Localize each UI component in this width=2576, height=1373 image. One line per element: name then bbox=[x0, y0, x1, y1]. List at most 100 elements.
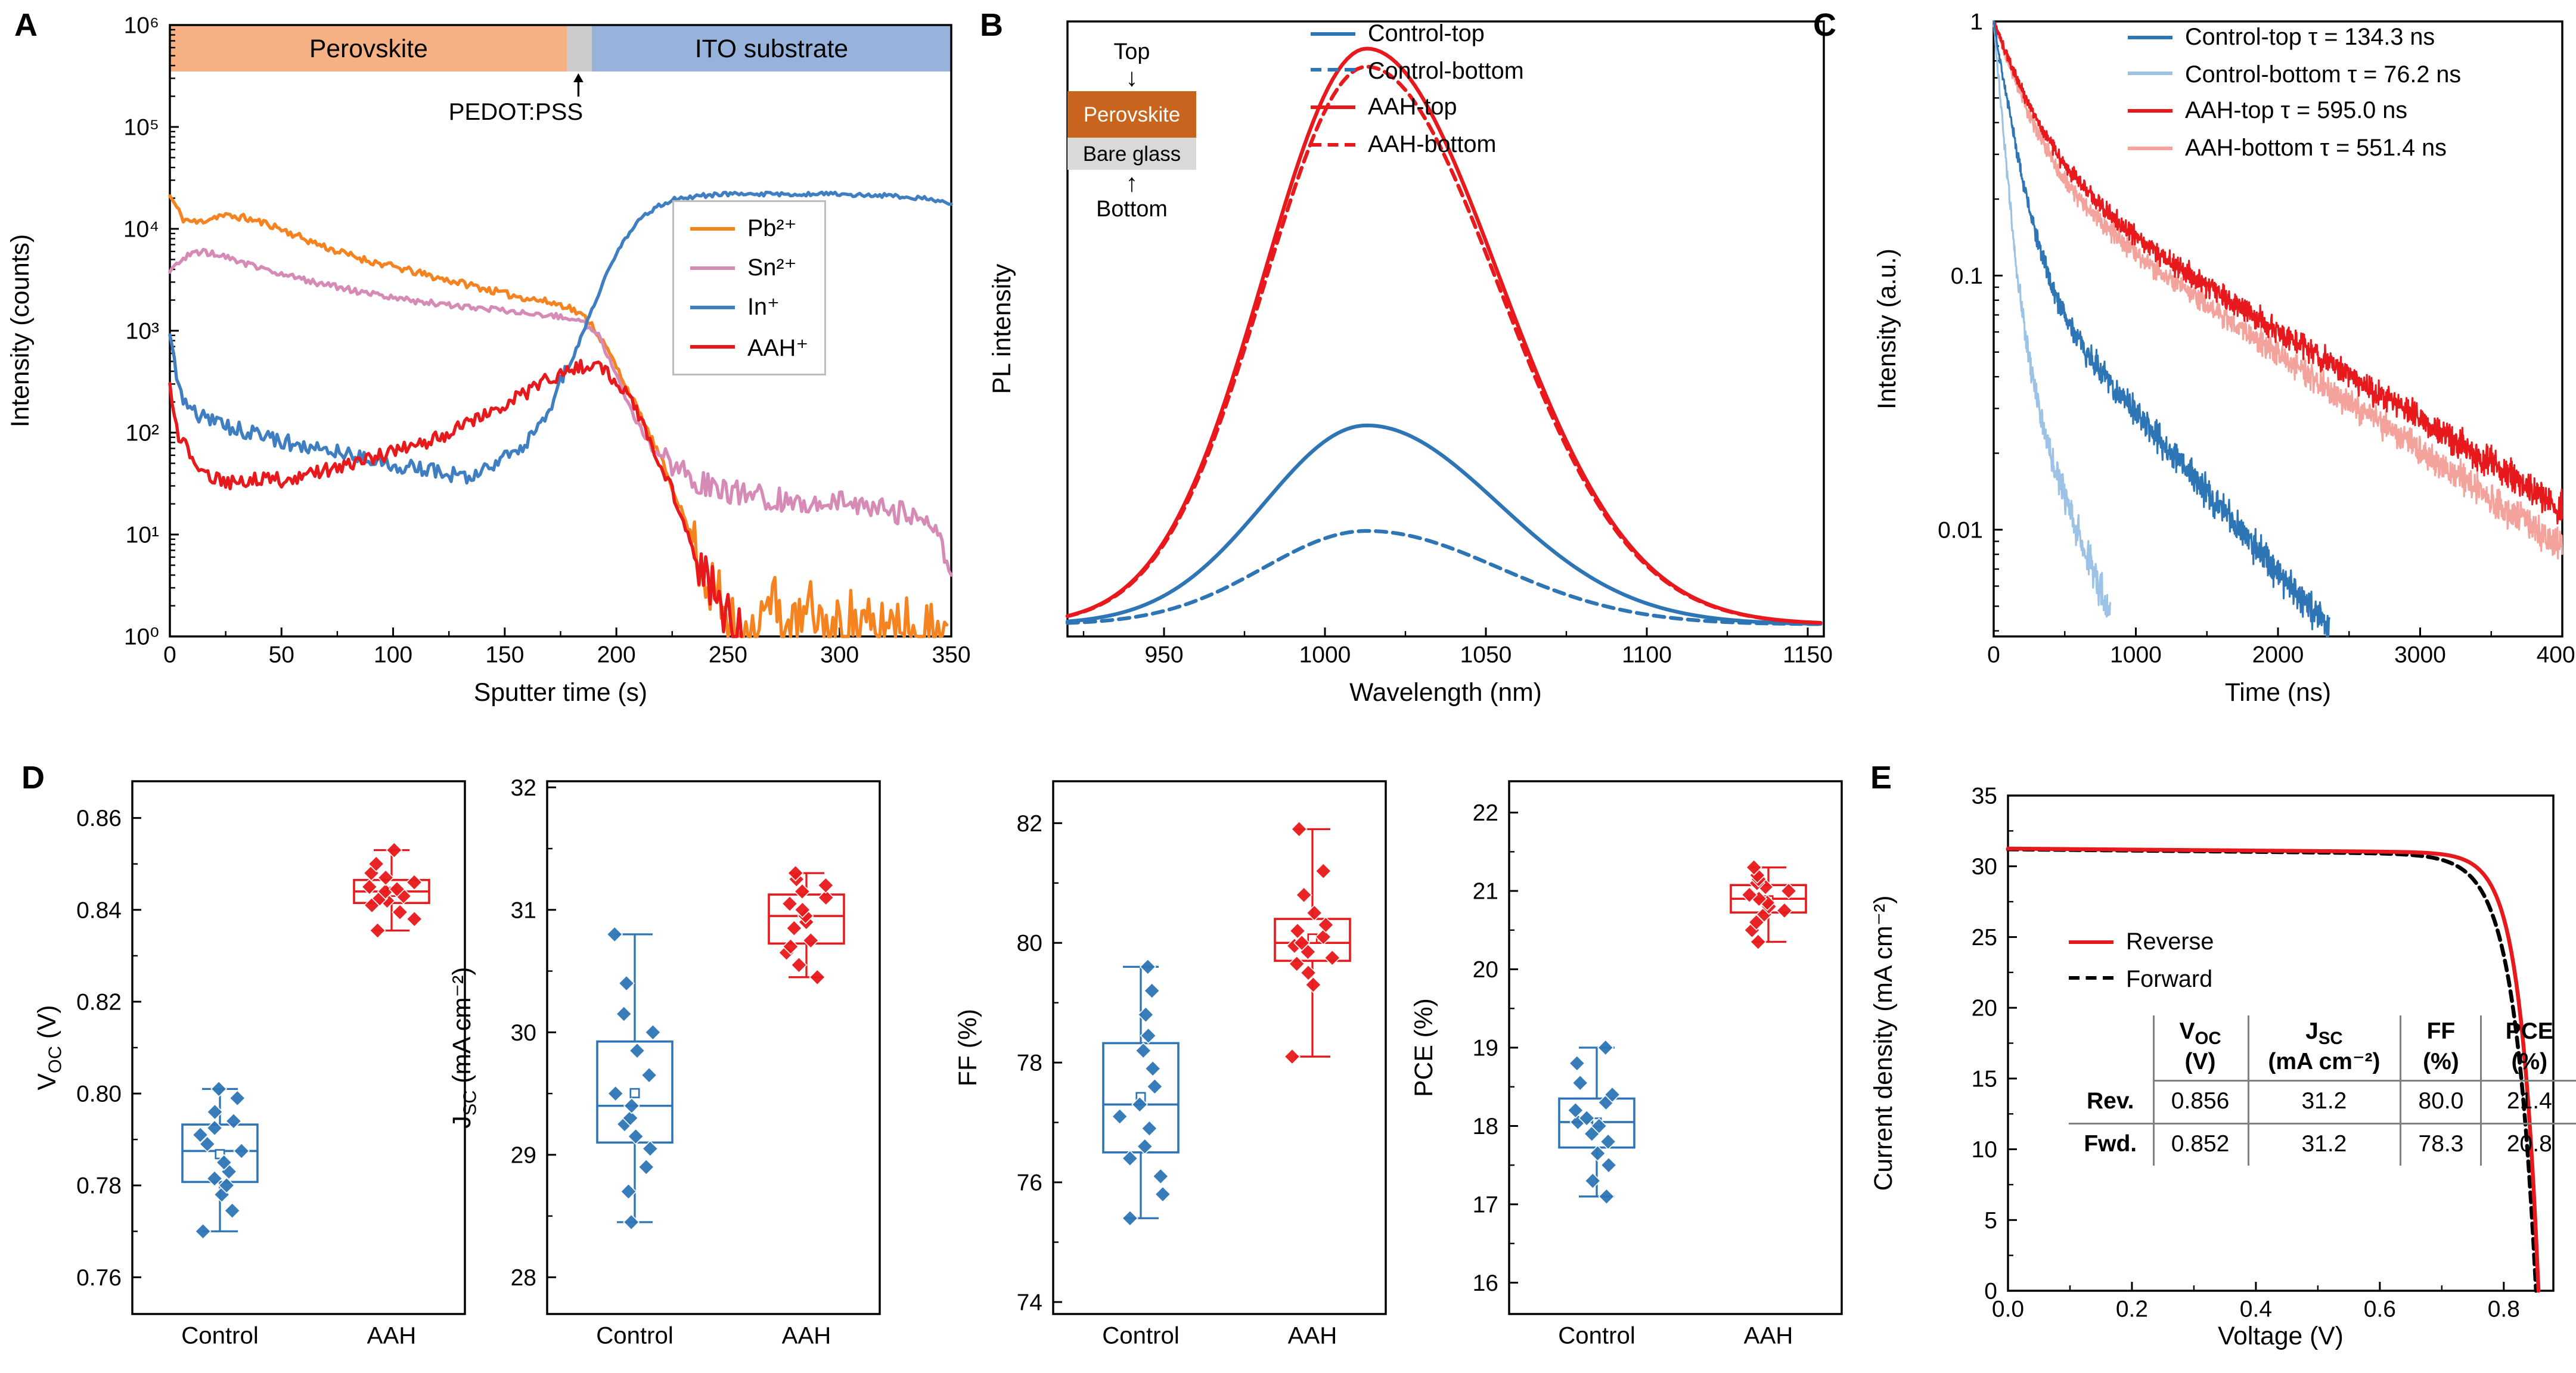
svg-text:150: 150 bbox=[485, 642, 524, 668]
svg-text:3000: 3000 bbox=[2394, 642, 2446, 668]
svg-text:Time (ns): Time (ns) bbox=[2225, 678, 2331, 707]
legend-swatch bbox=[2069, 939, 2113, 943]
legend-item: Control-bottom τ = 76.2 ns bbox=[2128, 62, 2461, 86]
svg-text:0.1: 0.1 bbox=[1951, 263, 1983, 289]
svg-text:0.84: 0.84 bbox=[76, 897, 122, 923]
legend-swatch bbox=[2128, 146, 2172, 150]
svg-text:1100: 1100 bbox=[1622, 642, 1672, 668]
svg-text:29: 29 bbox=[511, 1142, 536, 1168]
legend-label: Control-top bbox=[1368, 20, 1485, 46]
svg-text:Intensity (a.u.): Intensity (a.u.) bbox=[1873, 248, 1901, 409]
svg-text:30: 30 bbox=[511, 1020, 536, 1046]
svg-text:1000: 1000 bbox=[2110, 642, 2162, 668]
panel-b-legend: Control-top Control-bottom AAH-top AAH-b… bbox=[1311, 21, 1524, 156]
table-cell: 80.0 bbox=[2400, 1080, 2482, 1124]
svg-text:22: 22 bbox=[1473, 800, 1498, 826]
table-header-ff: FF (%) bbox=[2400, 1015, 2482, 1082]
panel-a-plot: Perovskite ITO substrate PEDOT:PSS 0 50 100 15… bbox=[0, 0, 974, 751]
svg-text:16: 16 bbox=[1473, 1271, 1498, 1296]
svg-text:10³: 10³ bbox=[126, 319, 159, 344]
svg-text:1000: 1000 bbox=[1299, 642, 1351, 668]
legend-item: Sn²⁺ bbox=[690, 254, 808, 281]
up-arrow-icon: ↑ bbox=[1125, 168, 1138, 197]
svg-text:Wavelength (nm): Wavelength (nm) bbox=[1349, 678, 1542, 707]
svg-text:74: 74 bbox=[1017, 1290, 1042, 1315]
svg-text:4000: 4000 bbox=[2537, 642, 2576, 668]
sample-structure-inset: Top ↓ Perovskite Bare glass ↑ Bottom bbox=[1067, 39, 1196, 222]
legend-swatch bbox=[2128, 109, 2172, 113]
svg-text:Control: Control bbox=[1558, 1322, 1635, 1349]
svg-text:1150: 1150 bbox=[1783, 642, 1833, 668]
legend-label: Pb²⁺ bbox=[747, 215, 797, 241]
panel-b: 950 1000 1050 1100 1150 Wavelength (nm) PL int… bbox=[974, 0, 1869, 751]
svg-text:1050: 1050 bbox=[1460, 642, 1512, 668]
svg-text:AAH: AAH bbox=[1288, 1322, 1337, 1349]
table-cell: 21.4 bbox=[2480, 1080, 2576, 1124]
panel-label-b: B bbox=[980, 7, 1003, 43]
inset-perovskite-layer: Perovskite bbox=[1067, 91, 1196, 138]
legend-item: Control-bottom bbox=[1311, 58, 1524, 82]
svg-text:0.82: 0.82 bbox=[76, 989, 122, 1015]
table-cell: 20.8 bbox=[2480, 1123, 2576, 1166]
table-cell: 78.3 bbox=[2400, 1123, 2482, 1166]
svg-text:0: 0 bbox=[1984, 1279, 1997, 1304]
svg-text:PL intensity: PL intensity bbox=[988, 263, 1016, 394]
svg-text:10⁶: 10⁶ bbox=[124, 13, 159, 39]
svg-text:21: 21 bbox=[1473, 879, 1498, 905]
svg-text:Intensity (counts): Intensity (counts) bbox=[6, 234, 35, 427]
svg-text:0.78: 0.78 bbox=[76, 1173, 122, 1199]
panel-c-plot: 0 1000 2000 3000 4000 1 0.1 0.01 Time (ns) Intens… bbox=[1869, 0, 2576, 751]
legend-item: AAH-top τ = 595.0 ns bbox=[2128, 99, 2461, 123]
panel-b-plot: 950 1000 1050 1100 1150 Wavelength (nm) PL int… bbox=[974, 0, 1869, 751]
svg-text:10⁴: 10⁴ bbox=[123, 217, 159, 243]
svg-text:JSC (mA cm⁻²): JSC (mA cm⁻²) bbox=[448, 967, 480, 1129]
svg-text:Control: Control bbox=[596, 1322, 674, 1349]
jv-parameters-table: VOC (V) JSC (mA cm⁻²) FF (%) PCE (%) Rev. 0.… bbox=[2069, 1015, 2576, 1166]
legend-label: AAH⁺ bbox=[747, 333, 809, 361]
legend-label: Control-bottom τ = 76.2 ns bbox=[2185, 60, 2462, 88]
svg-text:AAH: AAH bbox=[782, 1322, 831, 1349]
svg-text:Control: Control bbox=[181, 1322, 259, 1349]
svg-text:20: 20 bbox=[1473, 957, 1498, 983]
panel-d-plot-3: 16 17 18 19 20 21 22 PCE (%) Control AAH bbox=[1410, 751, 1849, 1373]
table-cell: 31.2 bbox=[2246, 1123, 2401, 1166]
panel-c: 0 1000 2000 3000 4000 1 0.1 0.01 Time (ns) Intens… bbox=[1869, 0, 2576, 751]
svg-text:0.01: 0.01 bbox=[1938, 517, 1983, 543]
svg-text:32: 32 bbox=[511, 775, 536, 801]
legend-label: Sn²⁺ bbox=[747, 254, 797, 281]
table-row: Fwd. 0.852 31.2 78.3 20.8 bbox=[2069, 1123, 2576, 1166]
svg-text:10⁵: 10⁵ bbox=[123, 115, 159, 141]
svg-text:Perovskite: Perovskite bbox=[309, 35, 428, 63]
panel-d: 0.76 0.78 0.80 0.82 0.84 0.86 VOC (V) Control AA… bbox=[0, 751, 1869, 1373]
svg-text:Control: Control bbox=[1102, 1322, 1180, 1349]
legend-swatch bbox=[1311, 142, 1355, 147]
svg-text:0.76: 0.76 bbox=[76, 1265, 122, 1291]
legend-item: AAH-bottom τ = 551.4 ns bbox=[2128, 136, 2461, 160]
legend-item: In⁺ bbox=[690, 296, 808, 319]
legend-swatch bbox=[2128, 35, 2172, 39]
svg-text:Sputter time (s): Sputter time (s) bbox=[474, 678, 647, 707]
legend-label: Control-top τ = 134.3 ns bbox=[2185, 23, 2435, 50]
panel-d-plot-1: 28 29 30 31 32 JSC (mA cm⁻²) Control AAH bbox=[448, 751, 887, 1373]
svg-text:50: 50 bbox=[269, 642, 294, 668]
svg-text:0.0: 0.0 bbox=[1992, 1297, 2024, 1322]
legend-swatch bbox=[1311, 31, 1355, 35]
table-header-pce: PCE (%) bbox=[2480, 1015, 2576, 1082]
svg-text:0.86: 0.86 bbox=[76, 806, 122, 831]
table-cell: 31.2 bbox=[2246, 1080, 2401, 1124]
svg-text:15: 15 bbox=[1972, 1066, 1997, 1092]
svg-text:20: 20 bbox=[1972, 996, 1997, 1021]
panel-label-e: E bbox=[1870, 760, 1892, 796]
svg-text:FF (%): FF (%) bbox=[954, 1009, 982, 1086]
legend-label: Control-bottom bbox=[1368, 57, 1524, 84]
legend-item: AAH⁺ bbox=[690, 333, 809, 361]
svg-text:30: 30 bbox=[1972, 854, 1997, 880]
table-corner-cell bbox=[2069, 1015, 2153, 1081]
svg-text:10: 10 bbox=[1972, 1137, 1997, 1163]
svg-text:80: 80 bbox=[1017, 931, 1042, 956]
svg-text:82: 82 bbox=[1017, 811, 1042, 837]
svg-text:18: 18 bbox=[1473, 1114, 1498, 1139]
legend-item: Reverse bbox=[2069, 929, 2214, 953]
svg-text:25: 25 bbox=[1972, 925, 1997, 950]
